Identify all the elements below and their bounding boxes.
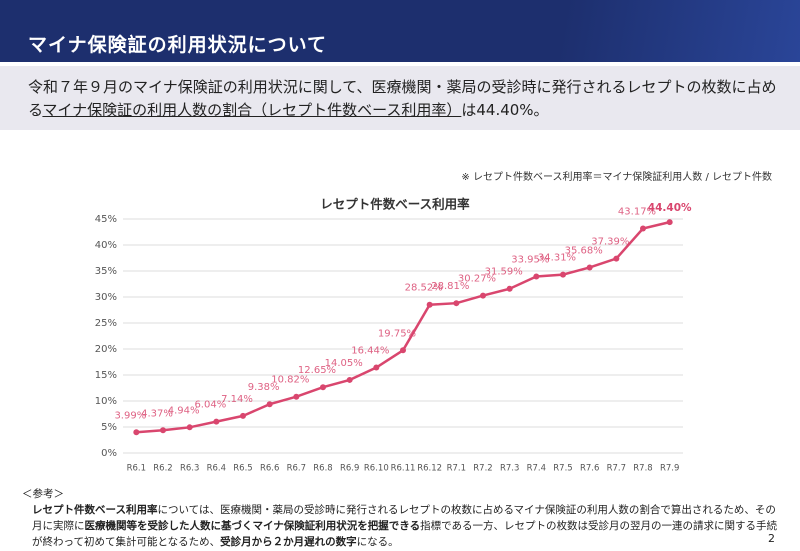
- data-label: 4.37%: [141, 408, 173, 419]
- chart-title: レセプト件数ベース利用率: [320, 197, 470, 212]
- reference-text: になる。: [356, 536, 399, 548]
- data-label: 28.81%: [431, 281, 469, 292]
- data-label: 7.14%: [221, 394, 253, 405]
- x-tick-label: R6.6: [260, 464, 279, 474]
- y-tick-label: 20%: [95, 344, 117, 355]
- data-label: 14.05%: [325, 358, 363, 369]
- data-label: 19.75%: [378, 328, 416, 339]
- x-tick-label: R7.1: [447, 464, 466, 474]
- data-label: 34.31%: [538, 253, 576, 264]
- summary-text: 令和７年９月のマイナ保険証の利用状況に関して、医療機関・薬局の受診時に発行される…: [28, 78, 777, 119]
- y-tick-label: 30%: [95, 292, 117, 303]
- page-number: 2: [768, 532, 775, 545]
- y-tick-label: 35%: [95, 266, 117, 277]
- x-tick-label: R7.3: [500, 464, 519, 474]
- x-tick-label: R6.1: [127, 464, 146, 474]
- data-point: [533, 273, 540, 280]
- x-tick-label: R6.10: [364, 464, 389, 474]
- reference: ＜参考＞ レセプト件数ベース利用率については、医療機関・薬局の受診時に発行される…: [22, 486, 782, 550]
- data-label: 10.82%: [271, 375, 309, 386]
- data-point: [266, 401, 273, 408]
- y-tick-label: 0%: [101, 448, 117, 459]
- reference-bold: 医療機関等を受診した人数に基づくマイナ保険証利用状況を把握できる: [84, 520, 421, 532]
- data-point: [133, 429, 140, 436]
- data-label: 43.17%: [618, 207, 656, 218]
- y-tick-label: 25%: [95, 318, 117, 329]
- x-tick-label: R6.2: [153, 464, 172, 474]
- header-title: マイナ保険証の利用状況について: [28, 34, 328, 56]
- y-tick-label: 40%: [95, 240, 117, 251]
- reference-body: レセプト件数ベース利用率については、医療機関・薬局の受診時に発行されるレセプトの…: [22, 502, 782, 550]
- x-tick-label: R7.7: [607, 464, 626, 474]
- reference-heading: ＜参考＞: [22, 488, 64, 500]
- data-point: [666, 219, 673, 226]
- x-tick-label: R7.5: [553, 464, 572, 474]
- data-label: 16.44%: [351, 346, 389, 357]
- x-tick-label: R7.9: [660, 464, 679, 474]
- x-tick-label: R7.6: [580, 464, 599, 474]
- reference-bold: 受診月から２か月遅れの数字: [220, 536, 357, 548]
- summary-box: 令和７年９月のマイナ保険証の利用状況に関して、医療機関・薬局の受診時に発行される…: [0, 66, 800, 130]
- summary-underline: マイナ保険証の利用人数の割合（レセプト件数ベース利用率）: [42, 101, 462, 119]
- data-label: 30.27%: [458, 274, 496, 285]
- header: マイナ保険証の利用状況について: [0, 0, 800, 62]
- chart: レセプト件数ベース利用率 0% 5% 10% 15% 20% 25% 30% 35% 40% 45…: [95, 197, 692, 474]
- x-tick-label: R6.7: [287, 464, 306, 474]
- x-tick-label: R7.8: [633, 464, 652, 474]
- note: ※ レセプト件数ベース利用率＝マイナ保険証利用人数 / レセプト件数: [461, 172, 772, 183]
- data-point: [320, 384, 326, 391]
- y-tick-label: 10%: [95, 396, 117, 407]
- data-point: [213, 418, 220, 425]
- x-tick-label: R6.9: [340, 464, 359, 474]
- data-label: 3.99%: [114, 410, 146, 421]
- x-tick-label: R7.2: [473, 464, 492, 474]
- data-label: 33.95%: [511, 254, 549, 265]
- data-label: 37.39%: [591, 237, 629, 248]
- y-tick-label: 5%: [101, 422, 117, 433]
- reference-text: 指標である一方、レセプトの枚数は受診月の翌月の一連の請求に関する手続が終わって初…: [32, 520, 777, 548]
- reference-text: については、医療機関・薬局の受診時に発行されるレセプトの枚数に占めるマイナ保険証…: [32, 504, 776, 532]
- data-label: 31.59%: [485, 267, 523, 278]
- data-point: [293, 393, 300, 400]
- x-tick-label: R6.12: [417, 464, 442, 474]
- x-tick-label: R6.3: [180, 464, 199, 474]
- data-point: [453, 300, 460, 307]
- summary: 令和７年９月のマイナ保険証の利用状況に関して、医療機関・薬局の受診時に発行される…: [28, 76, 778, 122]
- data-point: [586, 264, 593, 271]
- data-point: [560, 271, 566, 278]
- data-point: [426, 301, 433, 308]
- reference-bold: レセプト件数ベース利用率: [32, 504, 158, 516]
- y-tick-label: 15%: [95, 370, 117, 381]
- data-label: 4.94%: [168, 405, 200, 416]
- summary-text: は44.40%。: [461, 101, 549, 119]
- x-tick-label: R6.4: [207, 464, 226, 474]
- x-tick-label: R6.11: [391, 464, 416, 474]
- data-label: 9.38%: [248, 382, 280, 393]
- x-tick-label: R7.4: [527, 464, 546, 474]
- data-point: [160, 427, 166, 434]
- data-label: 28.52%: [405, 283, 443, 294]
- data-point: [400, 347, 406, 354]
- data-point: [613, 255, 620, 262]
- data-label: 35.68%: [565, 245, 603, 256]
- data-point: [373, 364, 380, 371]
- data-label: 6.04%: [194, 400, 226, 411]
- data-point: [640, 225, 646, 232]
- data-label: 12.65%: [298, 365, 336, 376]
- data-point: [346, 376, 353, 383]
- data-point: [186, 424, 193, 431]
- y-tick-label: 45%: [95, 214, 117, 225]
- data-label: 44.40%: [648, 202, 692, 214]
- data-point: [506, 285, 513, 292]
- data-point: [480, 292, 486, 299]
- x-tick-label: R6.5: [233, 464, 252, 474]
- data-point: [240, 412, 246, 419]
- x-tick-label: R6.8: [313, 464, 332, 474]
